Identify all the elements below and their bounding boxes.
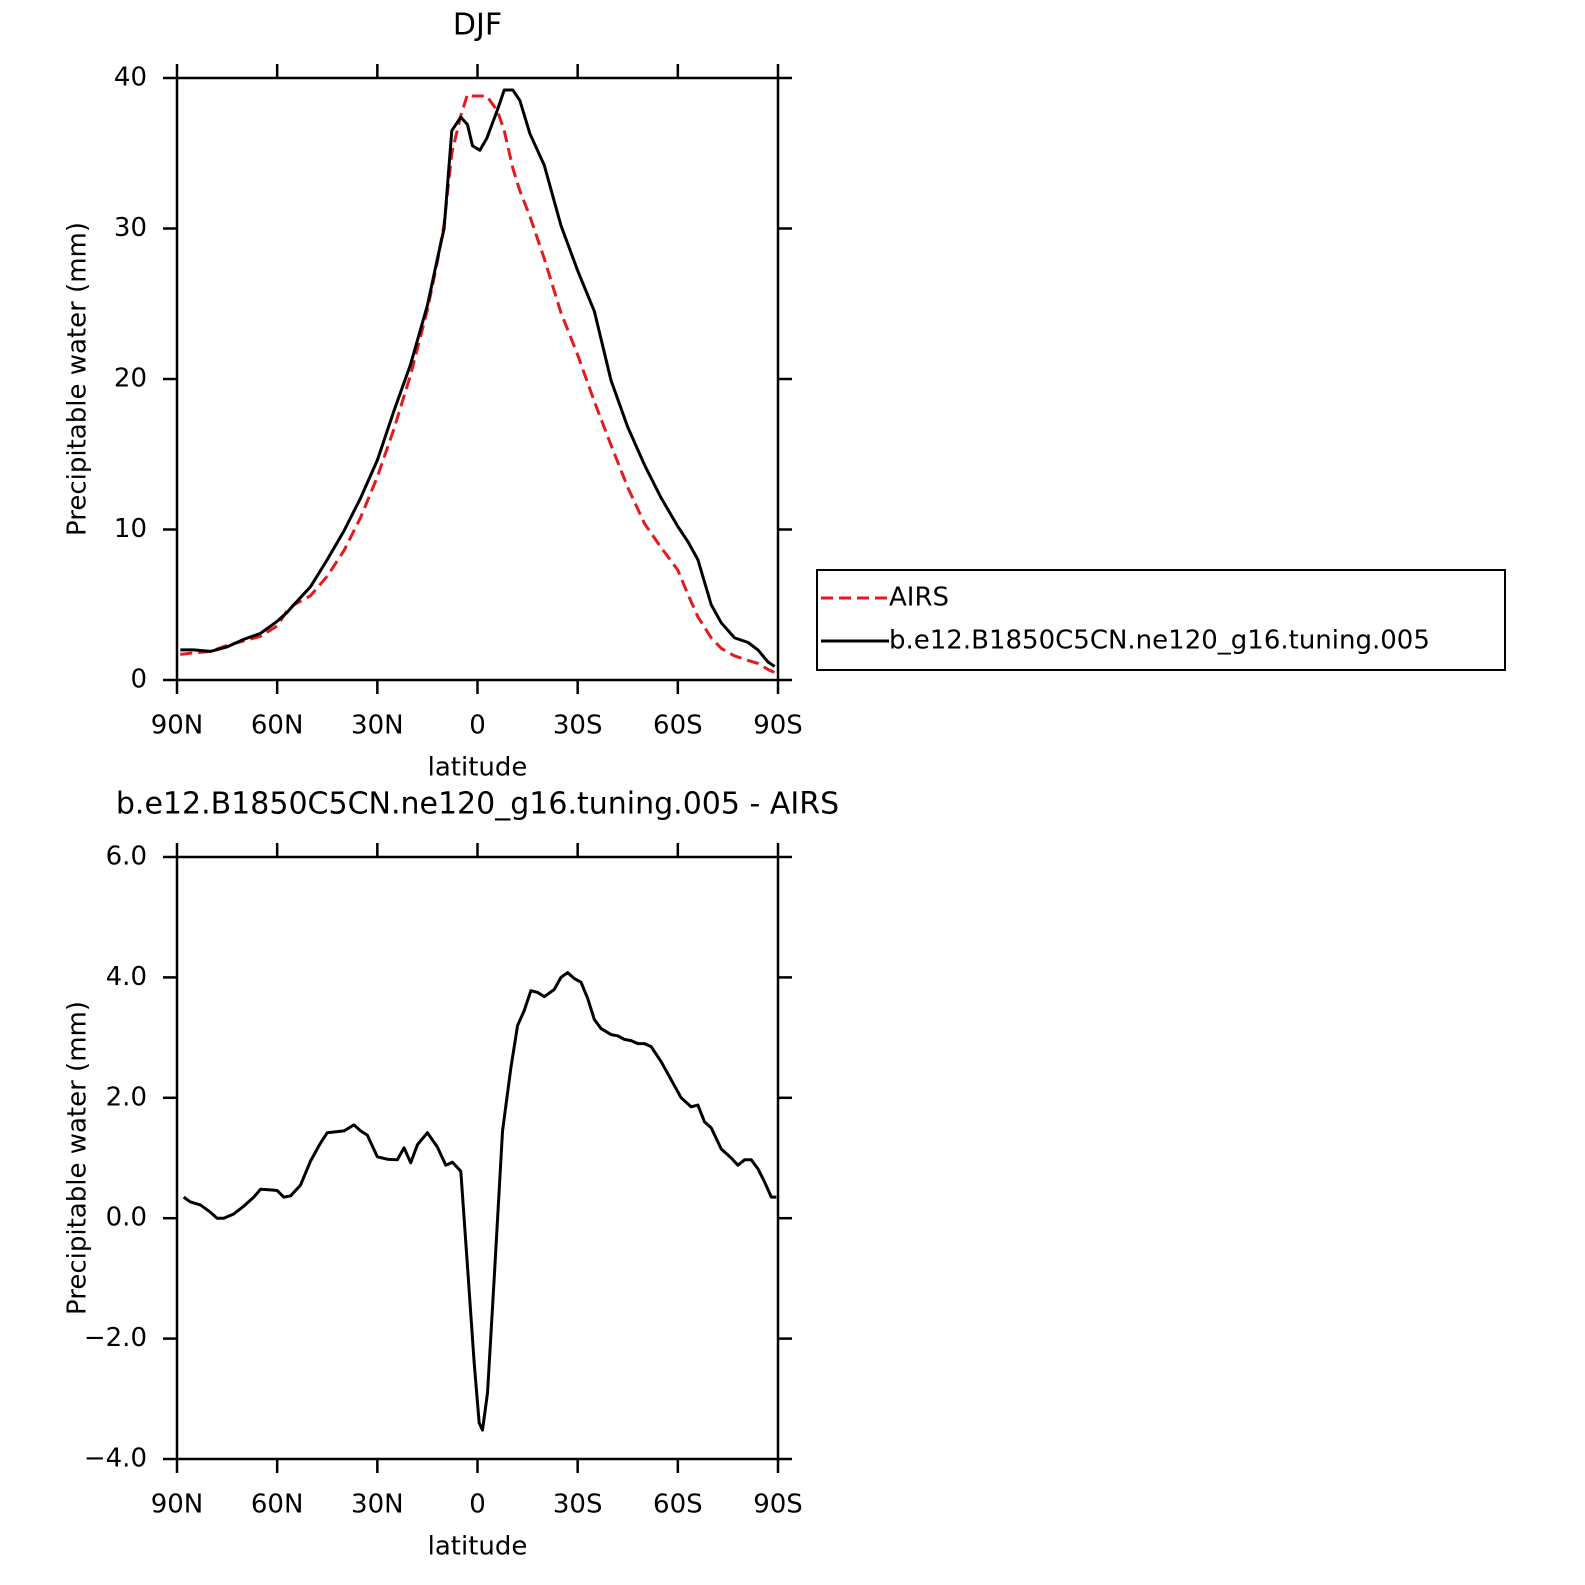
x-tick-label: 0 (469, 711, 486, 741)
chart-title: DJF (453, 8, 502, 43)
y-axis-label: Precipitable water (mm) (63, 1001, 93, 1315)
x-tick-label: 90S (753, 1490, 803, 1520)
x-axis-label: latitude (428, 753, 528, 783)
x-tick-label: 60N (251, 711, 304, 741)
y-axis-label: Precipitable water (mm) (63, 222, 93, 536)
x-tick-label: 90N (151, 1490, 204, 1520)
x-tick-label: 30S (553, 1490, 603, 1520)
legend-box (816, 569, 1506, 671)
x-tick-label: 30S (553, 711, 603, 741)
data-line (180, 93, 776, 674)
x-tick-label: 90S (753, 711, 803, 741)
y-tick-label: 2.0 (106, 1082, 147, 1112)
x-tick-label: 60S (653, 1490, 703, 1520)
plot-frame (175, 76, 780, 682)
y-tick-label: 6.0 (106, 842, 147, 872)
y-tick-label: 0.0 (106, 1203, 147, 1233)
y-tick-label: 40 (114, 63, 147, 93)
x-tick-label: 30N (351, 1490, 404, 1520)
x-tick-label: 60S (653, 711, 703, 741)
data-line (180, 88, 776, 668)
x-axis-label: latitude (428, 1532, 528, 1562)
y-tick-label: 30 (114, 213, 147, 243)
data-line (182, 971, 777, 1432)
plot-frame (175, 855, 780, 1461)
y-tick-label: 4.0 (106, 962, 147, 992)
y-tick-label: 20 (114, 364, 147, 394)
chart-title: b.e12.B1850C5CN.ne120_g16.tuning.005 - A… (116, 787, 839, 822)
y-tick-label: −4.0 (84, 1444, 147, 1474)
y-tick-label: 10 (114, 514, 147, 544)
y-tick-label: 0 (130, 665, 147, 695)
y-tick-label: −2.0 (84, 1323, 147, 1353)
x-tick-label: 0 (469, 1490, 486, 1520)
legend-label: AIRS (889, 583, 949, 613)
x-tick-label: 30N (351, 711, 404, 741)
legend-label: b.e12.B1850C5CN.ne120_g16.tuning.005 (889, 626, 1430, 656)
x-tick-label: 90N (151, 711, 204, 741)
x-tick-label: 60N (251, 1490, 304, 1520)
